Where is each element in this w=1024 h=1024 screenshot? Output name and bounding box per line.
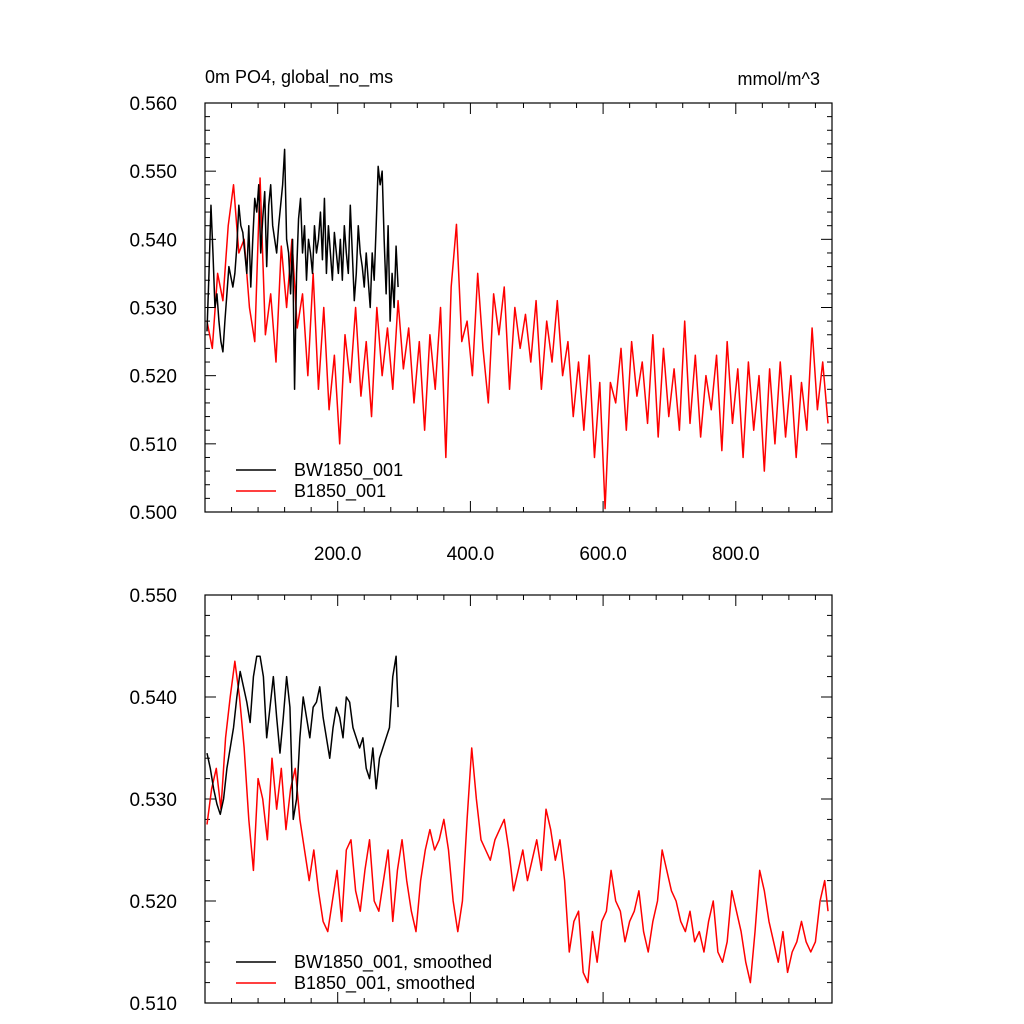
x-tick-label: 400.0 [447,544,495,565]
y-tick-label: 0.510 [129,435,177,456]
x-tick-label: 600.0 [579,544,627,565]
series-line-b1850-001-smoothed [206,660,829,984]
panel-bottom-po4-smoothed: 0.510 0.520 0.530 0.540 0.550 BW1850_001, smo… [129,586,833,1015]
y-tick-label: 0.530 [129,299,177,320]
legend-label: B1850_001, smoothed [294,973,475,994]
legend-label: BW1850_001, smoothed [294,952,492,973]
y-tick-label: 0.510 [129,994,177,1015]
y-tick-label: 0.520 [129,892,177,913]
legend-label: BW1850_001 [294,460,403,481]
y-tick-label: 0.530 [129,790,177,811]
legend-label: B1850_001 [294,481,386,502]
y-tick-label: 0.550 [129,162,177,183]
series-line-bw1850-001 [206,148,399,391]
series-line-bw1850-001-smoothed [206,655,399,821]
series-line-b1850-001 [206,177,829,510]
y-tick-label: 0.540 [129,688,177,709]
x-tick-label: 800.0 [712,544,760,565]
y-tick-label: 0.500 [129,503,177,524]
panel-top-po4: 0.500 0.510 0.520 0.530 0.540 0.550 0.560 200.0… [129,67,833,565]
y-tick-label: 0.560 [129,94,177,115]
y-tick-label: 0.550 [129,586,177,607]
chart-title: 0m PO4, global_no_ms [205,67,393,88]
plot-frame [204,102,833,513]
y-tick-label: 0.540 [129,230,177,251]
units-label: mmol/m^3 [738,69,820,89]
x-tick-label: 200.0 [314,544,362,565]
y-tick-label: 0.520 [129,367,177,388]
plot-frame [204,594,833,1004]
